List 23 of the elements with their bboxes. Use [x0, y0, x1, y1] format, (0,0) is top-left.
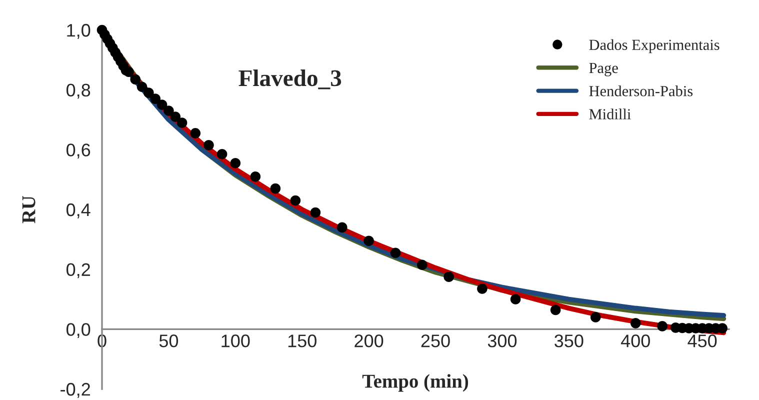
x-tick-label: 400 [620, 334, 650, 348]
y-tick-label: 0,2 [66, 263, 90, 278]
legend-label: Dados Experimentais [589, 39, 720, 54]
x-tick-label: 100 [222, 334, 250, 348]
x-tick-label: 350 [554, 334, 584, 348]
x-axis-title: Tempo (min) [362, 374, 468, 392]
legend-label: Henderson-Pabis [589, 86, 693, 96]
x-tick-label: 150 [288, 334, 316, 348]
y-tick-label: 0,6 [66, 144, 90, 159]
legend-label: Midilli [589, 108, 631, 120]
x-tick-label: 50 [159, 334, 178, 348]
y-tick-label: 0,8 [66, 84, 90, 99]
x-tick-label: 450 [688, 334, 717, 348]
x-tick-label: 300 [488, 334, 517, 348]
y-tick-label: 0,4 [66, 203, 90, 218]
text: Flavedo_3 [238, 70, 342, 90]
y-tick-label: 0,0 [66, 323, 90, 338]
x-tick-label: 250 [421, 334, 450, 348]
legend-label: Page [589, 62, 618, 76]
y-tick-label: 1,0 [67, 24, 90, 39]
y-axis-title: RU [22, 196, 36, 224]
x-tick-label: 200 [354, 334, 384, 348]
y-tick-label: -0,2 [60, 382, 90, 398]
